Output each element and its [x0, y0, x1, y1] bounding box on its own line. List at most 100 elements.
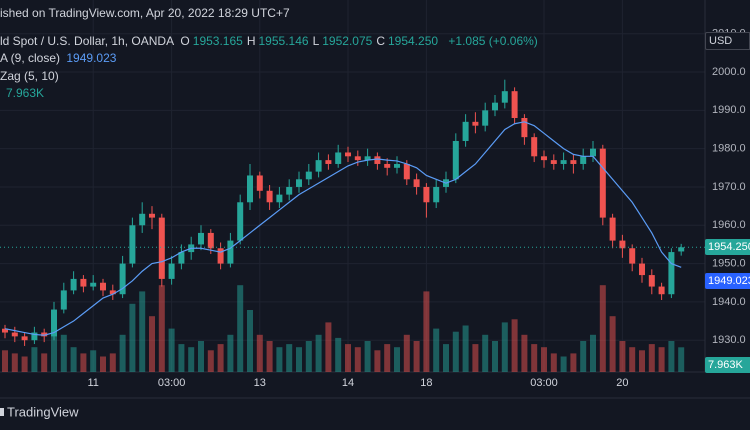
- candle-body: [394, 163, 400, 168]
- candle-body: [70, 278, 77, 291]
- ohlc-key: L: [312, 34, 320, 48]
- volume-bar: [90, 350, 97, 372]
- candle-body: [364, 156, 371, 161]
- candle-body: [168, 263, 175, 279]
- candle-body: [423, 186, 430, 203]
- candle-body: [492, 102, 498, 111]
- volume-bar: [423, 291, 430, 372]
- volume-bar: [168, 328, 175, 372]
- volume-bar: [227, 334, 234, 372]
- volume-bar: [41, 353, 48, 372]
- candle-body: [472, 121, 479, 126]
- price-scale-bg: [705, 0, 750, 372]
- candle-body: [227, 240, 234, 264]
- candle-body: [413, 179, 420, 187]
- candle-body: [286, 186, 293, 195]
- volume-bar: [531, 344, 538, 372]
- volume-bar: [384, 344, 391, 372]
- candle-body: [501, 91, 508, 103]
- candle-body: [609, 217, 616, 241]
- volume-bar: [296, 347, 302, 372]
- candle-body: [335, 152, 342, 164]
- candle-body: [325, 160, 332, 164]
- price-badge: 1954.250: [705, 239, 750, 256]
- volume-bar: [511, 319, 518, 372]
- volume-bar: [658, 347, 665, 372]
- volume-bar: [305, 341, 312, 372]
- volume-bar: [256, 334, 263, 372]
- volume-bar: [482, 334, 489, 372]
- y-tick-label: 1990.0: [712, 104, 746, 116]
- volume-bar: [178, 344, 185, 372]
- footer-brand: TradingView: [7, 404, 79, 419]
- currency[interactable]: USD: [705, 32, 750, 50]
- volume-bar: [21, 356, 28, 372]
- candle-body: [384, 163, 391, 168]
- volume-bar: [158, 285, 165, 372]
- candle-body: [541, 156, 547, 161]
- candle-body: [305, 171, 312, 180]
- volume-bar: [609, 316, 616, 372]
- volume-bar: [403, 334, 410, 372]
- candle-body: [119, 263, 126, 295]
- candle-body: [668, 252, 675, 295]
- volume-bar: [599, 285, 606, 372]
- candle-body: [511, 91, 518, 118]
- volume-bar: [266, 341, 273, 372]
- candle-body: [217, 248, 224, 264]
- volume-bar: [364, 341, 371, 372]
- volume-bar: [129, 303, 136, 372]
- volume-bar: [462, 325, 469, 372]
- candle-body: [590, 148, 596, 157]
- volume-bar: [501, 322, 508, 372]
- y-tick-label: 2000.0: [712, 66, 746, 78]
- x-tick-label: 11: [87, 377, 98, 389]
- volume-bar: [139, 291, 146, 372]
- candle-body: [31, 332, 38, 341]
- volume-bar: [70, 347, 77, 372]
- volume-bar: [443, 344, 449, 372]
- candle-body: [452, 140, 459, 180]
- candle-body: [560, 160, 567, 164]
- ma-line: A (9, close) 1949.023: [0, 51, 119, 65]
- volume-badge: 7.963K: [705, 357, 750, 374]
- candle-body: [60, 290, 67, 310]
- volume-bar: [276, 347, 283, 372]
- volume-bar: [119, 334, 126, 372]
- candle-body: [41, 332, 48, 337]
- ohlc-value: 1955.146: [258, 34, 309, 48]
- y-tick-label: 1950.0: [712, 257, 746, 269]
- candle-body: [315, 160, 322, 172]
- candle-body: [158, 217, 165, 279]
- candle-body: [100, 282, 106, 291]
- volume-bar: [31, 347, 38, 372]
- ohlc-value: 1954.250: [387, 34, 439, 48]
- ohlc-key: C: [376, 34, 385, 48]
- y-tick-label: 1970.0: [712, 181, 746, 193]
- candle-body: [462, 121, 469, 141]
- volume-bar: [639, 350, 645, 372]
- volume-bar: [11, 353, 18, 372]
- volume-bar: [678, 347, 685, 372]
- volume-bar: [560, 356, 567, 372]
- candle-body: [599, 148, 606, 218]
- volume-bar: [452, 331, 459, 372]
- candle-body: [354, 156, 361, 161]
- volume-bar: [550, 353, 557, 372]
- volume-bar: [80, 353, 87, 372]
- candle-body: [580, 156, 587, 164]
- y-tick-label: 1930.0: [712, 334, 746, 346]
- candle-body: [658, 286, 665, 295]
- candle-body: [266, 190, 273, 203]
- candle-body: [570, 160, 577, 164]
- volume-bar: [345, 344, 351, 372]
- volume-bar: [51, 310, 57, 372]
- volume-bar: [100, 356, 106, 372]
- volume-bar: [580, 341, 587, 372]
- ohlc: O 1953.165 H 1955.146 L 1952.075 C 1954.250: [180, 34, 442, 48]
- volume-bar: [648, 344, 655, 372]
- candle-body: [149, 213, 155, 218]
- ma-value: 1949.023: [66, 51, 117, 65]
